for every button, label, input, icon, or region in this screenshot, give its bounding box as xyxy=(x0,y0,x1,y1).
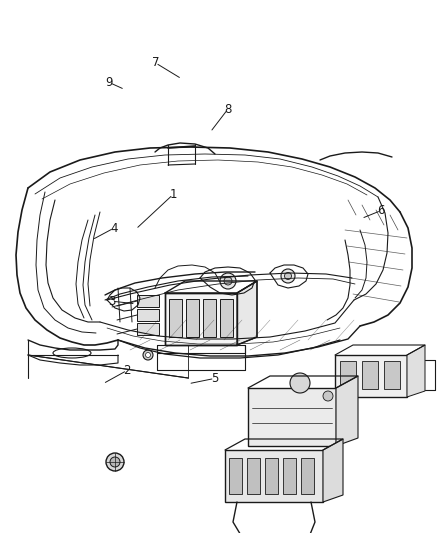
Bar xyxy=(340,361,356,389)
Text: 9: 9 xyxy=(106,76,113,89)
Bar xyxy=(137,295,159,307)
Text: 2: 2 xyxy=(123,364,131,377)
Polygon shape xyxy=(407,345,425,397)
Circle shape xyxy=(106,453,124,471)
Bar xyxy=(137,309,159,321)
Polygon shape xyxy=(237,281,257,345)
Circle shape xyxy=(285,272,292,279)
Bar xyxy=(283,458,296,494)
Bar xyxy=(203,299,216,337)
Text: 8: 8 xyxy=(224,103,231,116)
Text: 7: 7 xyxy=(152,56,159,69)
Circle shape xyxy=(145,352,151,358)
Bar xyxy=(384,361,400,389)
Bar xyxy=(362,361,378,389)
Circle shape xyxy=(281,269,295,283)
Text: 3: 3 xyxy=(108,295,115,308)
Text: 4: 4 xyxy=(110,222,118,235)
Polygon shape xyxy=(336,376,358,446)
Bar xyxy=(220,299,233,337)
Bar xyxy=(301,458,314,494)
Bar xyxy=(137,323,159,335)
Bar xyxy=(229,458,242,494)
Circle shape xyxy=(110,457,120,467)
Circle shape xyxy=(290,373,310,393)
Bar xyxy=(335,355,407,397)
Bar xyxy=(165,293,237,345)
Bar xyxy=(186,299,199,337)
Text: 6: 6 xyxy=(377,204,385,217)
Circle shape xyxy=(224,277,232,285)
Polygon shape xyxy=(323,439,343,502)
Circle shape xyxy=(220,273,236,289)
Circle shape xyxy=(323,391,333,401)
Circle shape xyxy=(143,350,153,360)
Bar xyxy=(247,458,260,494)
Bar xyxy=(225,450,323,502)
Bar xyxy=(169,299,182,337)
Text: 5: 5 xyxy=(211,372,218,385)
Bar xyxy=(265,458,278,494)
Bar xyxy=(248,388,336,446)
Ellipse shape xyxy=(53,348,91,358)
Text: 1: 1 xyxy=(169,188,177,201)
